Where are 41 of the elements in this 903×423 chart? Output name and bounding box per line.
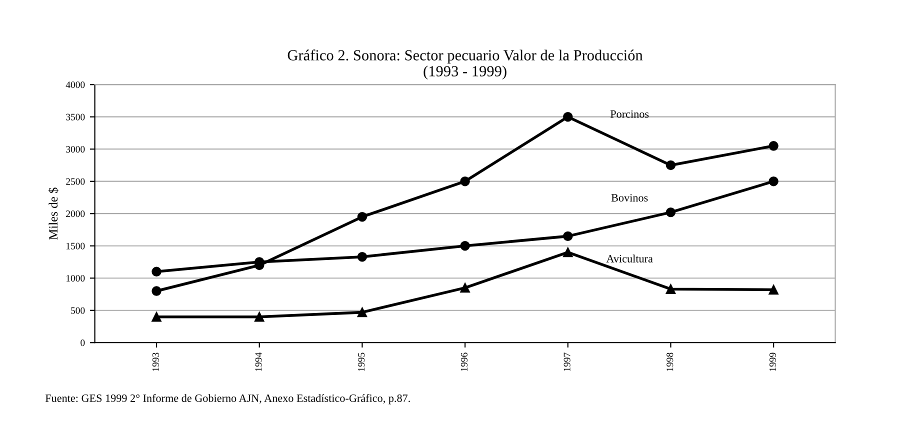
- y-tick-label: 2000: [66, 210, 85, 218]
- point: [768, 141, 778, 151]
- point: [152, 266, 162, 277]
- point: [460, 176, 470, 186]
- y-tick-label: 1000: [66, 275, 85, 282]
- y-tick-label: 2500: [66, 178, 85, 185]
- y-tick-label: 3500: [66, 114, 85, 120]
- point: [768, 284, 778, 295]
- y-tick-label: 3000: [66, 146, 85, 153]
- point: [357, 307, 368, 318]
- x-tick-label: 1993: [152, 352, 159, 371]
- x-tick-label: 1994: [255, 352, 262, 371]
- point: [254, 312, 264, 322]
- y-tick-label: 0: [80, 340, 85, 346]
- point: [563, 231, 573, 242]
- x-tick-label: 1998: [666, 352, 674, 371]
- x-tick-label: 1999: [769, 352, 776, 371]
- y-tick-label: 4000: [66, 82, 85, 88]
- point: [768, 176, 778, 186]
- point: [666, 207, 676, 218]
- series-label: Bovinos: [611, 194, 648, 202]
- point: [666, 284, 676, 294]
- point: [152, 312, 162, 322]
- y-axis-title: Miles de $: [48, 188, 58, 240]
- point: [357, 252, 368, 262]
- point: [460, 282, 470, 293]
- point: [152, 286, 162, 296]
- y-tick-label: 500: [71, 307, 85, 314]
- point: [563, 112, 573, 122]
- series-label: Avicultura: [606, 254, 653, 262]
- y-tick-label: 1500: [66, 242, 85, 250]
- series-label: Porcinos: [610, 110, 649, 118]
- point: [460, 241, 470, 251]
- point: [563, 247, 573, 258]
- chart-title: Gráfico 2. Sonora: Sector pecuario Valor de la Producción (1993 - 1999): [288, 50, 643, 80]
- x-tick-label: 1997: [564, 352, 570, 371]
- x-tick-label: 1995: [358, 352, 365, 371]
- point: [357, 212, 368, 222]
- source-note: Fuente: GES 1999 2° Informe de Gobierno AJN, Anexo Estadístico-Gráfico, p.87.: [45, 394, 410, 404]
- point: [666, 160, 676, 170]
- x-tick-label: 1996: [460, 352, 468, 371]
